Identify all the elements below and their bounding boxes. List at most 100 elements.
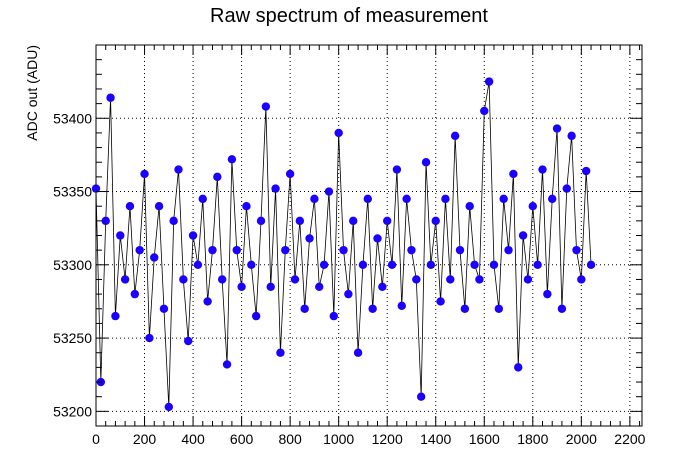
data-point — [203, 297, 212, 306]
data-point — [378, 282, 387, 291]
data-point — [184, 336, 193, 346]
data-series — [91, 77, 596, 412]
data-point — [101, 216, 110, 226]
data-point — [436, 297, 445, 306]
data-point — [465, 201, 474, 211]
data-point — [518, 231, 528, 240]
data-point — [300, 304, 309, 313]
chart-title: Raw spectrum of measurement — [210, 5, 488, 27]
data-point — [256, 216, 266, 226]
data-point — [276, 348, 285, 357]
data-point — [363, 194, 372, 204]
data-point — [188, 231, 198, 240]
y-tick-label: 53250 — [53, 330, 92, 346]
data-point — [271, 184, 280, 193]
x-tick-label: 1600 — [469, 431, 500, 447]
data-point — [111, 311, 120, 321]
data-point — [533, 260, 542, 270]
x-tick-label: 1200 — [372, 431, 403, 447]
data-point — [222, 360, 232, 369]
data-point — [475, 275, 484, 284]
data-point — [397, 301, 406, 311]
x-tick-label: 600 — [230, 431, 254, 447]
data-point — [557, 304, 567, 313]
data-point — [227, 155, 237, 164]
y-tick-label: 53350 — [53, 184, 92, 200]
series-line — [95, 81, 592, 407]
data-point — [392, 165, 402, 174]
data-point — [383, 216, 392, 226]
data-point — [315, 282, 324, 291]
data-point — [324, 187, 334, 196]
data-point — [193, 260, 203, 270]
data-point — [509, 169, 518, 179]
data-point — [426, 260, 436, 270]
data-point — [217, 275, 227, 284]
data-point — [480, 106, 489, 116]
data-point — [344, 289, 353, 299]
data-point — [460, 304, 470, 313]
x-tick-label: 2000 — [566, 431, 597, 447]
data-point — [164, 402, 173, 412]
y-tick-label: 53200 — [53, 403, 92, 419]
data-point — [368, 304, 377, 313]
data-point — [548, 194, 557, 204]
data-point — [310, 194, 319, 204]
axis-ticks: 0 200 400 600 800 1000 1200 1400 1600 1800 2000 220… — [53, 45, 646, 447]
data-point — [251, 311, 261, 321]
data-point — [489, 260, 499, 270]
x-tick-label: 200 — [133, 431, 157, 447]
data-point — [446, 275, 455, 284]
data-point — [154, 201, 164, 211]
data-point — [329, 311, 339, 321]
data-point — [319, 260, 329, 270]
data-point — [538, 165, 547, 174]
data-point — [504, 245, 513, 255]
data-point — [305, 234, 314, 243]
data-point — [387, 260, 397, 270]
data-point — [179, 275, 188, 284]
grid-lines — [96, 45, 642, 426]
data-point — [373, 234, 382, 243]
data-point — [140, 169, 149, 179]
data-point — [572, 245, 581, 255]
data-point — [577, 275, 586, 284]
data-point — [135, 245, 144, 255]
data-point — [543, 289, 552, 299]
data-point — [402, 194, 411, 204]
data-point — [232, 245, 241, 255]
x-tick-label: 1800 — [517, 431, 548, 447]
data-point — [349, 216, 358, 226]
data-point — [450, 131, 460, 141]
x-tick-label: 2200 — [614, 431, 645, 447]
data-point — [455, 245, 465, 255]
data-point — [581, 166, 591, 176]
data-point — [567, 131, 576, 141]
data-point — [494, 304, 504, 313]
data-point — [159, 304, 169, 313]
data-point — [106, 93, 115, 102]
data-point — [499, 194, 508, 204]
data-point — [441, 194, 450, 204]
y-axis-label: ADC out (ADU) — [24, 45, 40, 141]
data-point — [528, 201, 537, 211]
data-point — [145, 333, 154, 343]
data-point — [213, 172, 222, 182]
data-point — [421, 158, 431, 167]
data-point — [261, 102, 271, 111]
x-tick-label: 0 — [92, 431, 100, 447]
data-point — [431, 216, 440, 226]
x-tick-label: 1400 — [420, 431, 451, 447]
data-point — [295, 216, 305, 226]
data-point — [242, 201, 251, 211]
data-point — [484, 77, 494, 86]
data-point — [130, 289, 140, 299]
data-point — [169, 216, 178, 226]
y-tick-label: 53300 — [53, 257, 92, 273]
data-point — [116, 231, 125, 240]
data-point — [407, 245, 416, 255]
x-tick-label: 800 — [278, 431, 302, 447]
data-point — [285, 169, 295, 179]
data-point — [290, 275, 300, 284]
